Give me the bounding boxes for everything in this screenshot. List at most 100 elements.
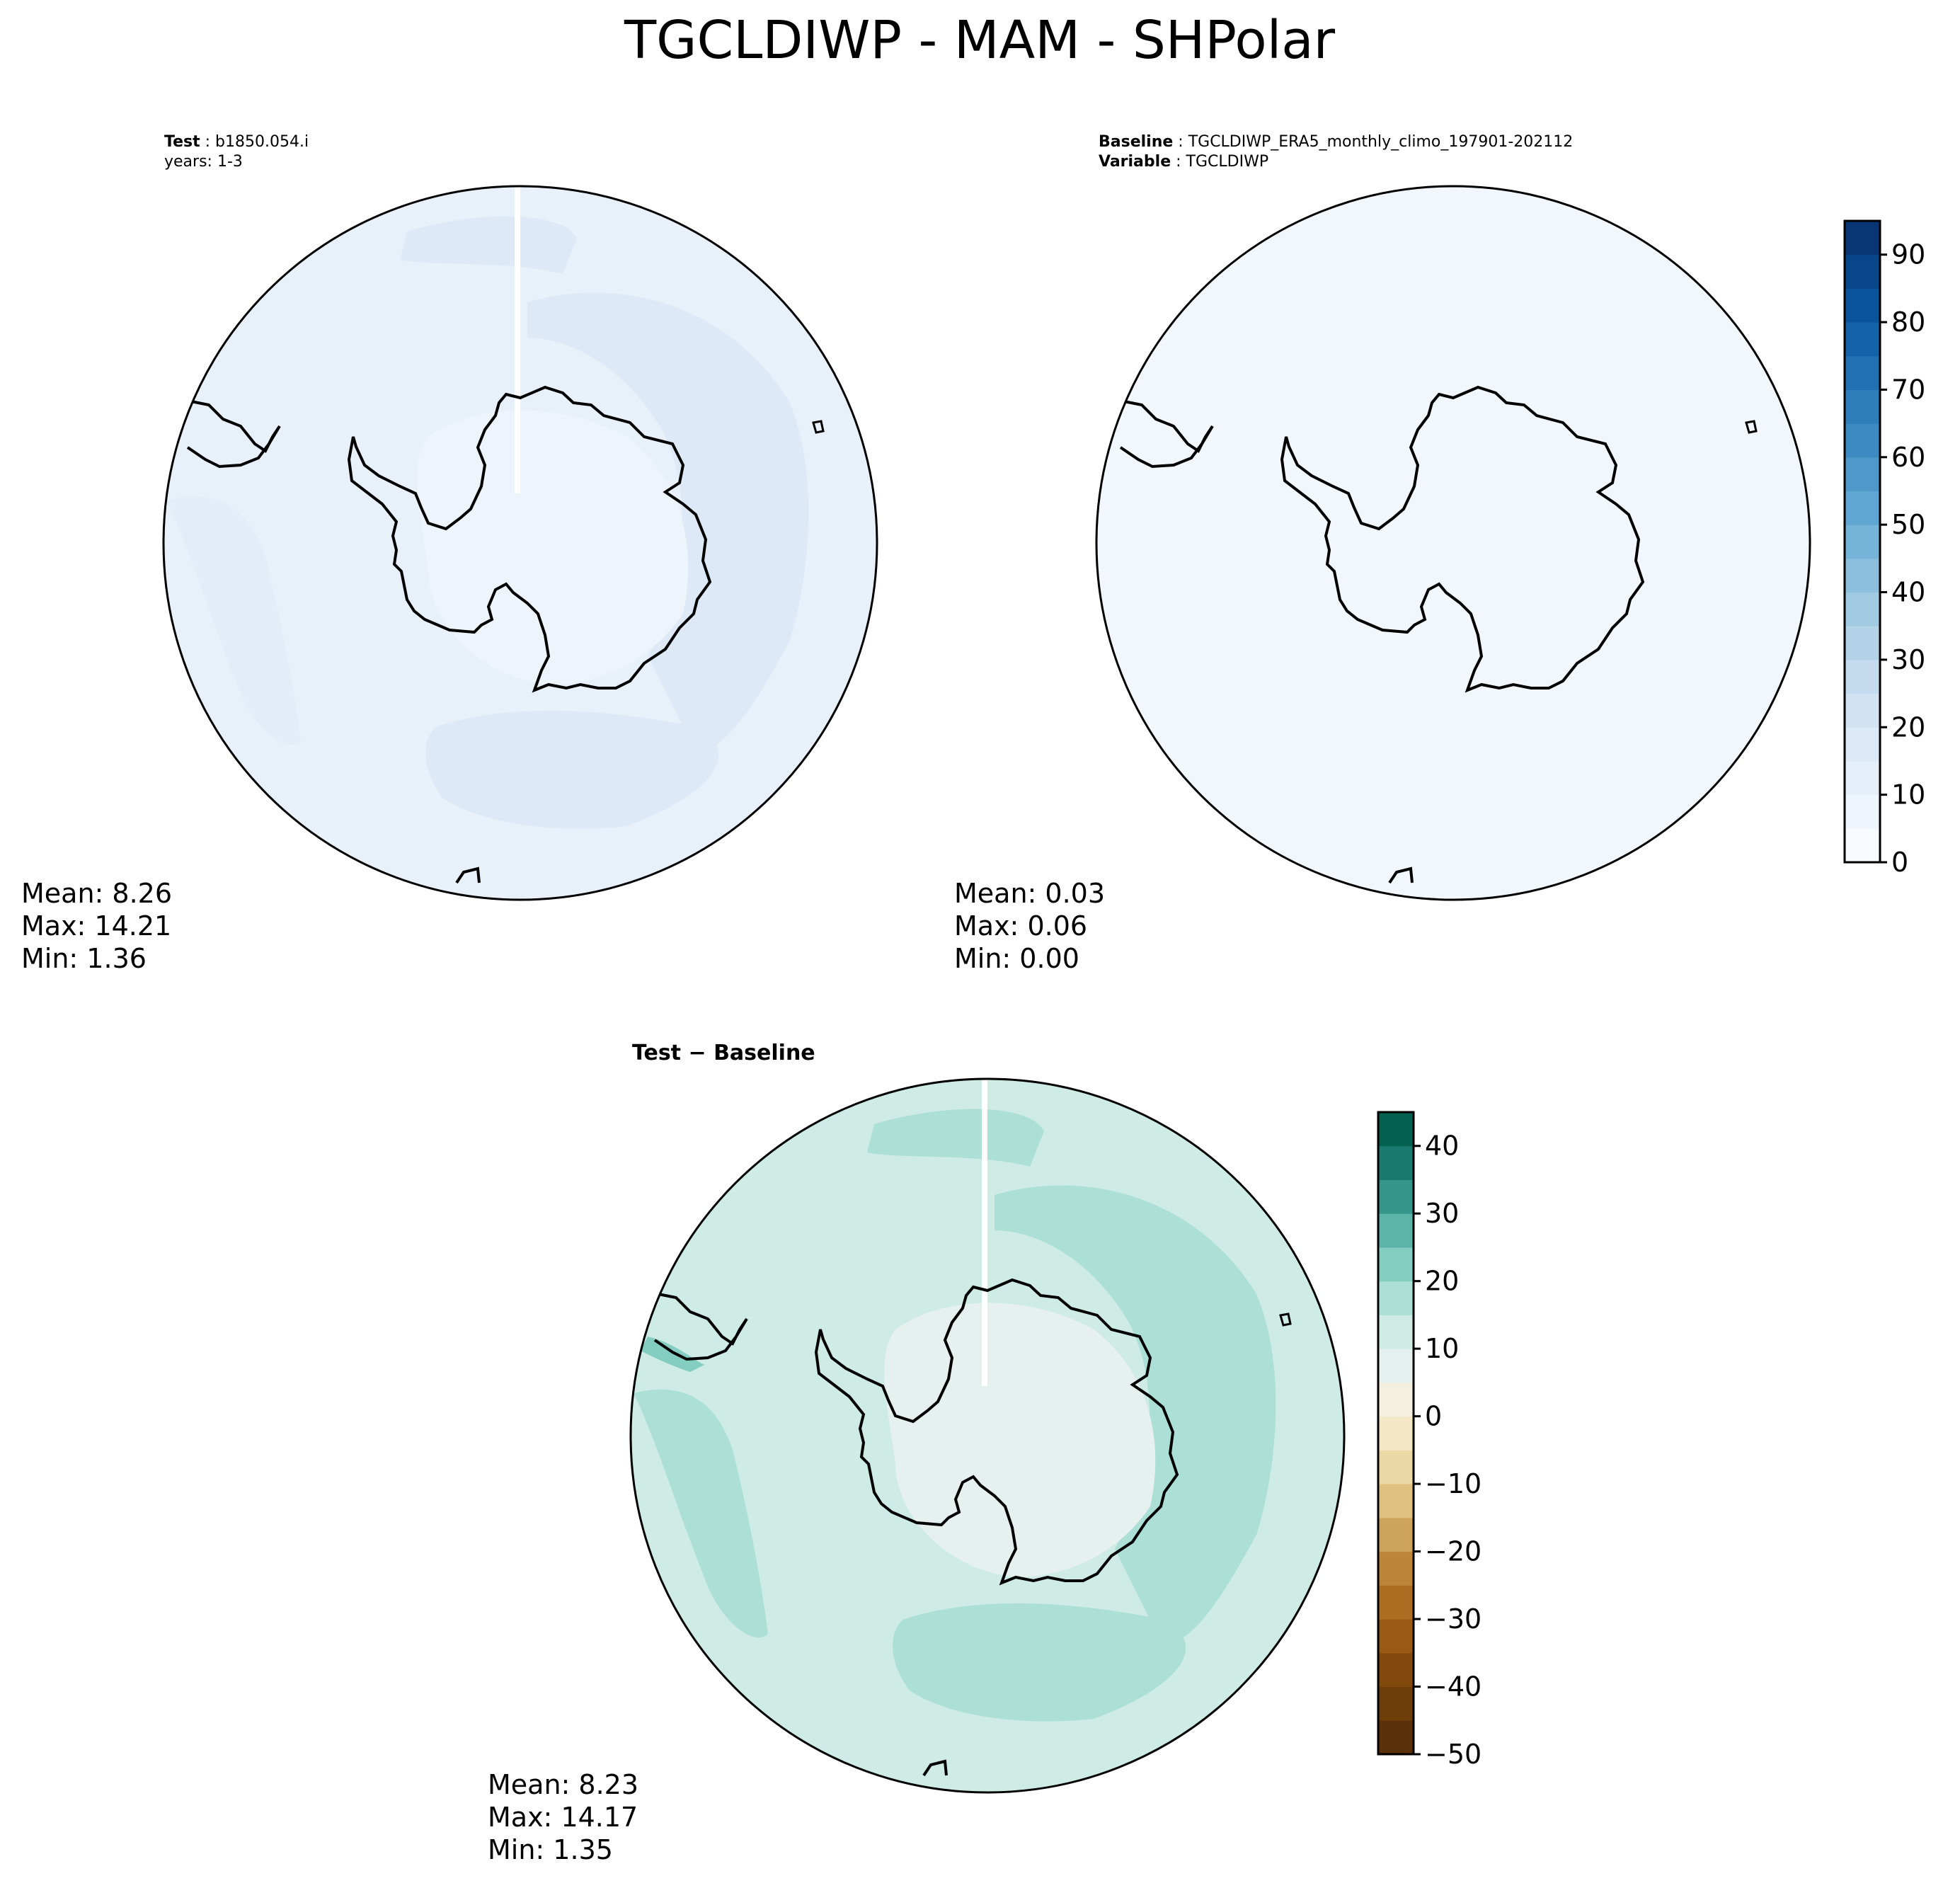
diff-title-sep: − bbox=[681, 1041, 713, 1065]
test-map-island bbox=[812, 420, 825, 434]
diff-colorbar-swatch bbox=[1378, 1517, 1414, 1552]
diff-map-contour-region bbox=[893, 1603, 1186, 1722]
main-colorbar-swatch bbox=[1845, 525, 1880, 559]
main-colorbar-tick-label: 30 bbox=[1891, 644, 1925, 675]
test-map-boundary bbox=[162, 185, 878, 901]
diff-colorbar-tick-label: −40 bbox=[1425, 1671, 1482, 1703]
main-colorbar-swatch bbox=[1845, 457, 1880, 491]
baseline-map-island bbox=[1745, 420, 1758, 434]
diff-colorbar-swatch bbox=[1378, 1145, 1414, 1180]
main-colorbar-swatch bbox=[1845, 626, 1880, 660]
diff-map-boundary bbox=[629, 1077, 1346, 1794]
main-colorbar-swatch bbox=[1845, 659, 1880, 694]
test-stats-max: Max: 14.21 bbox=[21, 910, 171, 942]
diff-map-contour-region bbox=[641, 1337, 704, 1372]
diff-colorbar-tick-label: −50 bbox=[1425, 1739, 1482, 1770]
diff-colorbar-swatch bbox=[1378, 1112, 1414, 1147]
test-map-contour-region bbox=[425, 710, 719, 829]
diff-colorbar-swatch bbox=[1378, 1686, 1414, 1721]
test-label-colon: : bbox=[200, 133, 215, 151]
test-label: Test : b1850.054.i bbox=[164, 133, 309, 151]
baseline-stats-max: Max: 0.06 bbox=[954, 910, 1087, 942]
diff-colorbar-tick-label: 40 bbox=[1425, 1131, 1459, 1162]
baseline-variable-key: Variable bbox=[1099, 153, 1171, 171]
diff-colorbar-swatch bbox=[1378, 1349, 1414, 1383]
main-colorbar-tick-label: 10 bbox=[1891, 779, 1925, 811]
main-colorbar-swatch bbox=[1845, 828, 1880, 863]
main-colorbar-swatch bbox=[1845, 322, 1880, 357]
diff-colorbar-swatch bbox=[1378, 1585, 1414, 1620]
diff-colorbar-tick-label: −20 bbox=[1425, 1536, 1482, 1567]
diff-colorbar: −50 −40 −30 −20 −10 0 10 20 30 40 bbox=[1377, 1111, 1482, 1770]
diff-colorbar-swatch bbox=[1378, 1382, 1414, 1417]
baseline-variable-colon: : bbox=[1171, 153, 1186, 171]
diff-colorbar-tick-label: −30 bbox=[1425, 1603, 1482, 1635]
diff-colorbar-tick-label: 0 bbox=[1425, 1401, 1442, 1432]
main-colorbar-swatch bbox=[1845, 794, 1880, 829]
diff-map-contour-region bbox=[884, 1303, 1156, 1577]
main-colorbar-swatch bbox=[1845, 491, 1880, 525]
diff-colorbar-tick-label: −10 bbox=[1425, 1468, 1482, 1499]
baseline-label: Baseline : TGCLDIWP_ERA5_monthly_climo_1… bbox=[1099, 133, 1573, 151]
main-colorbar-swatch bbox=[1845, 592, 1880, 627]
diff-colorbar-swatch bbox=[1378, 1247, 1414, 1282]
main-colorbar-tick-label: 70 bbox=[1891, 374, 1925, 405]
test-map bbox=[162, 185, 878, 901]
main-colorbar-swatch bbox=[1845, 727, 1880, 762]
baseline-map bbox=[1095, 185, 1811, 901]
main-colorbar-swatch bbox=[1845, 693, 1880, 728]
main-colorbar-tick-label: 40 bbox=[1891, 577, 1925, 608]
main-colorbar-tick-label: 0 bbox=[1891, 847, 1908, 878]
baseline-label-colon: : bbox=[1173, 133, 1188, 151]
diff-map bbox=[629, 1077, 1346, 1794]
diff-stats-max: Max: 14.17 bbox=[488, 1802, 638, 1833]
baseline-label-value: TGCLDIWP_ERA5_monthly_climo_197901-20211… bbox=[1188, 133, 1574, 151]
diff-colorbar-tick-label: 20 bbox=[1425, 1266, 1459, 1297]
test-label-key: Test bbox=[164, 133, 200, 151]
main-colorbar-swatch bbox=[1845, 355, 1880, 390]
diff-title: Test − Baseline bbox=[632, 1041, 815, 1065]
diff-colorbar-swatch bbox=[1378, 1450, 1414, 1484]
test-map-contours bbox=[166, 186, 825, 884]
diff-colorbar-swatch bbox=[1378, 1416, 1414, 1451]
test-map-island bbox=[455, 866, 481, 884]
diff-colorbar-swatch bbox=[1378, 1281, 1414, 1315]
figure-title: TGCLDIWP - MAM - SHPolar bbox=[624, 10, 1336, 71]
diff-colorbar-swatch bbox=[1378, 1619, 1414, 1654]
diff-title-test: Test bbox=[632, 1041, 681, 1065]
baseline-map-ocean bbox=[1096, 186, 1810, 900]
diff-colorbar-swatch bbox=[1378, 1484, 1414, 1518]
test-map-contour-region bbox=[527, 292, 809, 756]
main-colorbar-frame bbox=[1843, 219, 1881, 864]
diff-map-contours bbox=[634, 1079, 1292, 1777]
test-years: years: 1-3 bbox=[164, 153, 243, 171]
baseline-label-key: Baseline bbox=[1099, 133, 1173, 151]
diff-map-contour-region bbox=[867, 1109, 1044, 1167]
main-colorbar-tick-label: 50 bbox=[1891, 509, 1925, 540]
main-colorbar-swatch bbox=[1845, 760, 1880, 796]
diff-map-contour-region bbox=[634, 1389, 768, 1638]
diff-colorbar-frame bbox=[1377, 1111, 1415, 1756]
baseline-map-boundary bbox=[1095, 185, 1811, 901]
main-colorbar-tick-label: 60 bbox=[1891, 442, 1925, 473]
baseline-map-island bbox=[1388, 866, 1414, 884]
diff-title-baseline: Baseline bbox=[713, 1041, 815, 1065]
test-map-contour-region bbox=[400, 216, 577, 274]
diff-map-island bbox=[922, 1759, 948, 1777]
test-map-seam bbox=[515, 186, 520, 493]
main-colorbar-tick-label: 20 bbox=[1891, 711, 1925, 743]
baseline-variable: Variable : TGCLDIWP bbox=[1099, 153, 1268, 171]
main-colorbar-swatch bbox=[1845, 389, 1880, 424]
test-map-contour-region bbox=[417, 410, 689, 685]
baseline-stats-min: Min: 0.00 bbox=[954, 943, 1079, 974]
diff-map-island bbox=[1279, 1312, 1292, 1327]
diff-colorbar-swatch bbox=[1378, 1315, 1414, 1349]
diff-colorbar-tick-label: 10 bbox=[1425, 1333, 1459, 1364]
diff-colorbar-swatch bbox=[1378, 1551, 1414, 1586]
diff-stats-min: Min: 1.35 bbox=[488, 1834, 613, 1865]
diff-map-seam bbox=[982, 1079, 987, 1386]
main-colorbar-tick-label: 80 bbox=[1891, 307, 1925, 338]
main-colorbar-tick-label: 90 bbox=[1891, 239, 1925, 270]
test-stats-mean: Mean: 8.26 bbox=[21, 878, 172, 909]
